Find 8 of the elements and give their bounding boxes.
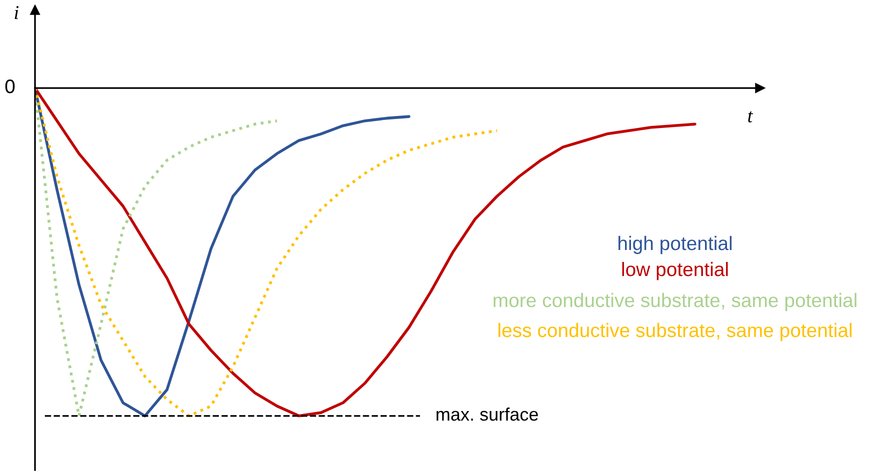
text: more conductive substrate, same potential [494, 292, 856, 312]
text: low potential [622, 262, 728, 280]
text: high potential [618, 236, 732, 254]
y-axis-title: i [14, 6, 19, 19]
text: less conductive substrate, same potential [498, 322, 852, 342]
text: 0 [5, 79, 15, 94]
ref-line-label: max. surface [436, 408, 538, 421]
x-axis-title: t [748, 111, 754, 122]
